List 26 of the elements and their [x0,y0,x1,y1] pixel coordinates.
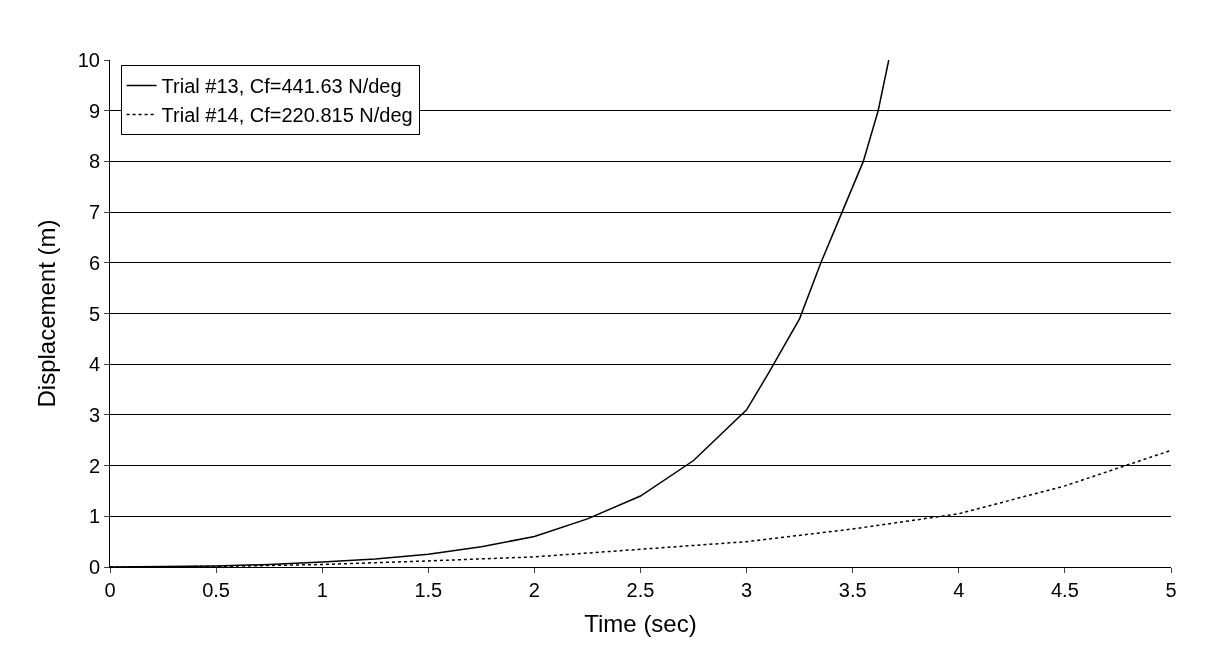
x-tick-label: 3.5 [838,579,867,601]
x-tick-label: 1 [316,579,328,601]
x-tick-label: 0 [104,579,116,601]
y-tick-label: 3 [88,403,100,426]
y-tick-label: 4 [88,353,100,376]
x-tick-label: 0.5 [202,579,231,601]
x-tick-label: 3 [741,579,753,601]
y-axis-title: Displacement (m) [32,219,60,408]
legend-label: Trial #13, Cf=441.63 N/deg [161,75,402,98]
y-tick-label: 10 [77,49,100,71]
x-tick-label: 4.5 [1050,579,1079,601]
y-tick-label: 5 [88,302,100,325]
y-tick-label: 8 [88,150,100,173]
y-tick-label: 9 [88,99,100,122]
y-tick-label: 7 [88,201,100,224]
x-tick-label: 5 [1165,579,1177,601]
x-tick-label: 2 [528,579,540,601]
y-tick-label: 0 [88,556,100,578]
x-axis-title: Time (sec) [584,610,697,638]
y-tick-label: 6 [88,251,100,274]
x-tick-label: 4 [953,579,965,601]
x-tick-label: 2.5 [626,579,655,601]
x-tick-label: 1.5 [414,579,443,601]
legend-label: Trial #14, Cf=220.815 N/deg [161,104,413,127]
y-tick-label: 2 [88,454,100,477]
y-tick-label: 1 [88,505,100,528]
